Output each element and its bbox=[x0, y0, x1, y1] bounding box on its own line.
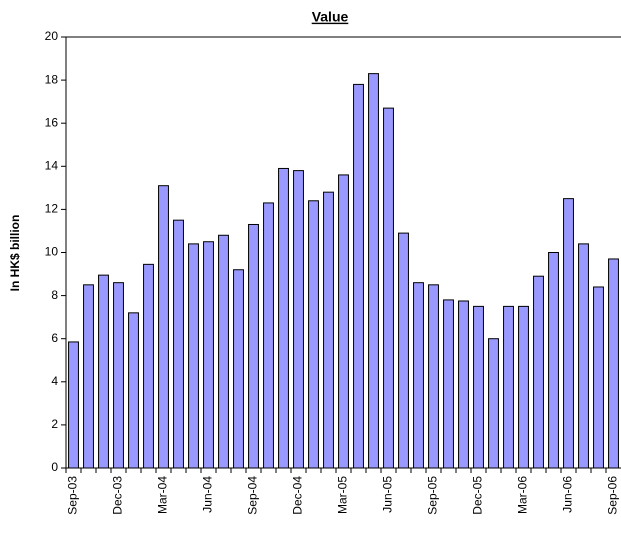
bar bbox=[113, 282, 124, 469]
bar bbox=[353, 83, 364, 469]
bar bbox=[368, 73, 379, 469]
x-tick-label: Sep-05 bbox=[426, 476, 440, 515]
x-tick-label: Jun-06 bbox=[561, 476, 575, 513]
bar bbox=[98, 274, 109, 469]
bar bbox=[503, 305, 514, 469]
y-tick-label: 18 bbox=[45, 72, 59, 86]
bar bbox=[203, 241, 214, 469]
y-tick-label: 4 bbox=[51, 374, 58, 388]
bar bbox=[233, 269, 244, 469]
y-tick-label: 20 bbox=[45, 29, 59, 43]
bar bbox=[428, 284, 439, 469]
x-tick-label: Sep-04 bbox=[246, 476, 260, 515]
bar bbox=[68, 341, 79, 469]
y-tick-label: 2 bbox=[51, 417, 58, 431]
y-tick-label: 8 bbox=[51, 288, 58, 302]
bar bbox=[218, 234, 229, 469]
bar bbox=[293, 170, 304, 469]
x-tick-label: Jun-04 bbox=[201, 476, 215, 513]
x-tick-label: Dec-05 bbox=[471, 476, 485, 515]
bar bbox=[443, 299, 454, 469]
bar bbox=[188, 243, 199, 469]
x-tick-label: Sep-03 bbox=[66, 476, 80, 515]
chart-title: Value bbox=[312, 9, 349, 25]
bar bbox=[278, 167, 289, 469]
bar bbox=[473, 305, 484, 469]
y-tick-label: 6 bbox=[51, 331, 58, 345]
x-tick-label: Mar-05 bbox=[336, 476, 350, 514]
x-tick-label: Mar-04 bbox=[156, 476, 170, 514]
bar bbox=[128, 312, 139, 469]
y-axis-label: In HK$ billion bbox=[8, 215, 22, 292]
bar bbox=[323, 191, 334, 469]
bar bbox=[248, 223, 259, 469]
bar bbox=[608, 258, 619, 469]
y-tick-label: 0 bbox=[51, 460, 58, 474]
x-tick-label: Sep-06 bbox=[606, 476, 620, 515]
bar bbox=[173, 219, 184, 469]
x-tick-label: Dec-04 bbox=[291, 476, 305, 515]
y-tick-label: 16 bbox=[45, 115, 59, 129]
bar bbox=[488, 338, 499, 469]
bar bbox=[398, 232, 409, 469]
bar bbox=[518, 305, 529, 469]
bar bbox=[308, 200, 319, 469]
y-tick-label: 12 bbox=[45, 202, 59, 216]
bar bbox=[158, 185, 169, 469]
y-tick-label: 14 bbox=[45, 158, 59, 172]
bar bbox=[338, 174, 349, 469]
x-tick-label: Mar-06 bbox=[516, 476, 530, 514]
bar bbox=[548, 252, 559, 469]
bar bbox=[563, 198, 574, 469]
bar bbox=[578, 243, 589, 469]
bar bbox=[533, 275, 544, 469]
bar bbox=[458, 300, 469, 469]
y-tick-label: 10 bbox=[45, 245, 59, 259]
bar bbox=[263, 202, 274, 469]
bar bbox=[593, 286, 604, 469]
x-tick-label: Dec-03 bbox=[111, 476, 125, 515]
bar bbox=[83, 284, 94, 469]
bar bbox=[383, 107, 394, 469]
x-tick-label: Jun-05 bbox=[381, 476, 395, 513]
bar bbox=[413, 282, 424, 469]
bar bbox=[143, 263, 154, 469]
